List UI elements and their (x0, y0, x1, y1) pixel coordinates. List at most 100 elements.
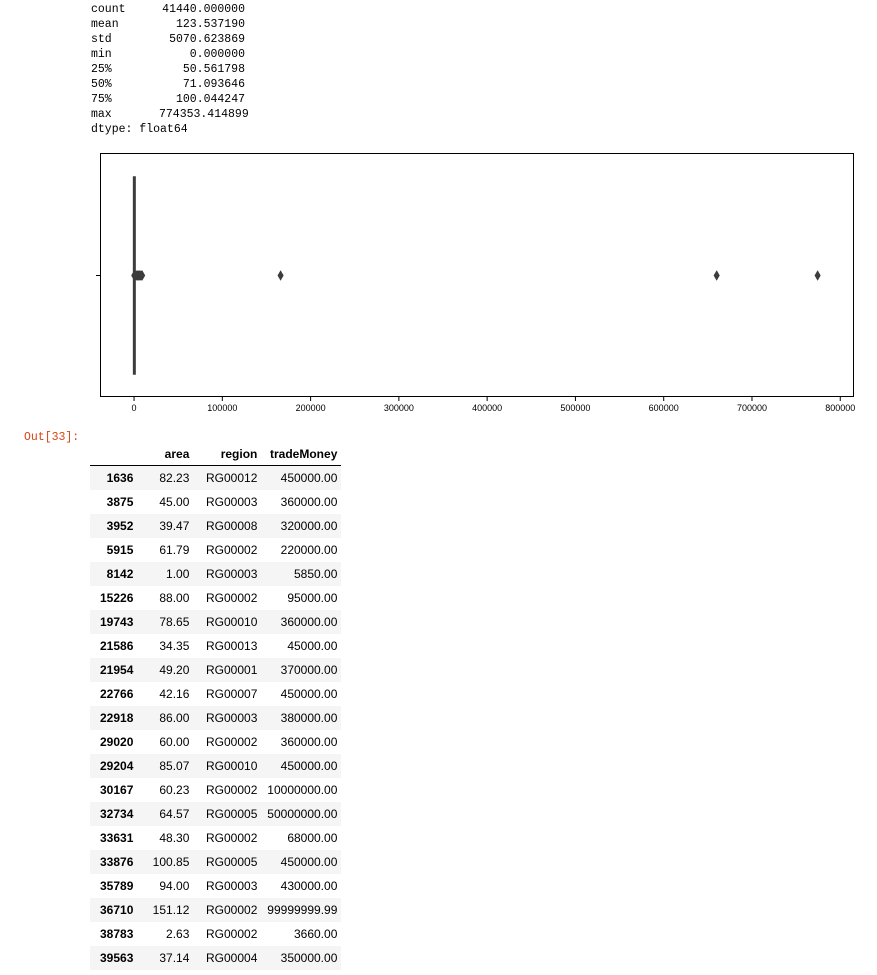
cell-region: RG00002 (206, 735, 258, 749)
row-index: 22766 (100, 687, 134, 701)
describe-stat-name: count (91, 3, 126, 16)
describe-stat-name: mean (91, 18, 119, 31)
cell-area: 88.00 (159, 591, 190, 605)
dataframe-table: area region tradeMoney 1636 82.23 RG00012 4… (90, 442, 342, 970)
cell-trademoney: 360000.00 (280, 495, 338, 509)
cell-area: 82.23 (159, 471, 190, 485)
cell-region: RG00002 (206, 831, 258, 845)
table-row: 3875 45.00 RG00003 360000.00 (90, 490, 341, 514)
table-row: 19743 78.65 RG00010 360000.00 (90, 610, 342, 634)
cell-region: RG00002 (206, 591, 258, 605)
cell-trademoney: 370000.00 (280, 663, 338, 677)
plot-frame (100, 153, 854, 397)
describe-stat-name: std (91, 33, 112, 46)
cell-area: 86.00 (159, 711, 190, 725)
cell-area: 151.12 (152, 903, 190, 917)
table-row: 21954 49.20 RG00001 370000.00 (90, 658, 342, 682)
table-row: 35789 94.00 RG00003 430000.00 (90, 874, 341, 898)
cell-region: RG00010 (206, 759, 258, 773)
cell-area: 42.16 (159, 687, 190, 701)
boxplot-chart: 0 100000 200000 300000 400000 500000 600000 700… (96, 153, 855, 413)
cell-area: 94.00 (159, 879, 190, 893)
x-tick-label: 500000 (560, 403, 590, 413)
table-row: 22766 42.16 RG00007 450000.00 (90, 682, 341, 706)
outlier-point (814, 270, 821, 281)
cell-trademoney: 320000.00 (280, 519, 338, 533)
describe-rows: count 41440.000000 mean 123.537190 std 5070.6… (91, 2, 249, 122)
describe-stat-name: 75% (91, 93, 112, 106)
row-index: 8142 (106, 567, 134, 581)
plot-marks (131, 176, 821, 375)
cell-area: 78.65 (159, 615, 190, 629)
cell-trademoney: 5850.00 (293, 567, 338, 581)
row-index: 38783 (100, 927, 134, 941)
cell-region: RG00007 (206, 687, 258, 701)
cell-area: 48.30 (159, 831, 190, 845)
cell-trademoney: 45000.00 (287, 639, 338, 653)
row-index: 22918 (100, 711, 134, 725)
cell-region: RG00013 (206, 639, 258, 653)
cell-trademoney: 430000.00 (280, 879, 338, 893)
table-header-row: area region tradeMoney (90, 442, 342, 466)
x-tick-label: 0 (132, 403, 137, 413)
outlier-point (713, 270, 720, 281)
cell-area: 49.20 (159, 663, 190, 677)
column-header-area: area (137, 442, 194, 466)
describe-stat-value: 774353.414899 (159, 108, 249, 121)
x-tick-label: 800000 (825, 403, 855, 413)
row-index: 5915 (106, 543, 134, 557)
describe-stat-name: min (91, 48, 112, 61)
row-index: 21954 (100, 663, 134, 677)
table-row: 33631 48.30 RG00002 68000.00 (90, 826, 341, 850)
cell-region: RG00005 (206, 807, 258, 821)
cell-trademoney: 450000.00 (280, 687, 338, 701)
table-row: 8142 1.00 RG00003 5850.00 (90, 562, 342, 586)
table-row: 36710 151.12 RG00002 99999999.99 (90, 898, 342, 922)
cell-area: 100.85 (152, 855, 190, 869)
cell-region: RG00003 (206, 495, 258, 509)
row-index: 33631 (100, 831, 134, 845)
x-tick-label: 600000 (649, 403, 679, 413)
output-prompt: Out[33]: (24, 431, 80, 444)
row-index: 29204 (100, 759, 134, 773)
cell-area: 37.14 (159, 951, 190, 965)
table-row: 29204 85.07 RG00010 450000.00 (90, 754, 342, 778)
table-row: 33876 100.85 RG00005 450000.00 (90, 850, 342, 874)
cell-area: 61.79 (159, 543, 190, 557)
cell-trademoney: 360000.00 (280, 735, 338, 749)
table-row: 29020 60.00 RG00002 360000.00 (90, 730, 341, 754)
describe-stat-value: 5070.623869 (169, 33, 245, 46)
row-index: 29020 (100, 735, 134, 749)
cell-region: RG00008 (206, 519, 258, 533)
table-body: 1636 82.23 RG00012 450000.00 3875 45.00 RG0000… (90, 465, 342, 970)
table-row: 1636 82.23 RG00012 450000.00 (90, 465, 342, 490)
cell-region: RG00003 (206, 567, 258, 581)
cell-area: 2.63 (166, 927, 190, 941)
cell-area: 45.00 (159, 495, 190, 509)
outlier-point (277, 270, 284, 281)
table-row: 22918 86.00 RG00003 380000.00 (90, 706, 342, 730)
x-tick-label: 200000 (296, 403, 326, 413)
cell-region: RG00005 (206, 855, 258, 869)
describe-row: 25% 50.561798 (91, 62, 245, 77)
row-index: 30167 (100, 783, 134, 797)
describe-row: min 0.000000 (91, 47, 245, 62)
describe-stat-name: 25% (91, 63, 112, 76)
row-index: 36710 (100, 903, 134, 917)
describe-row: count 41440.000000 (91, 2, 245, 17)
x-tick-label: 300000 (384, 403, 414, 413)
table-row: 5915 61.79 RG00002 220000.00 (90, 538, 341, 562)
describe-row: mean 123.537190 (91, 17, 245, 32)
cell-area: 60.00 (159, 735, 190, 749)
x-axis: 0 100000 200000 300000 400000 500000 600000 700… (132, 397, 855, 413)
row-index: 15226 (100, 591, 134, 605)
cell-trademoney: 380000.00 (280, 711, 338, 725)
row-index: 39563 (100, 951, 134, 965)
cell-region: RG00004 (206, 951, 258, 965)
cell-region: RG00002 (206, 903, 258, 917)
cell-region: RG00012 (206, 471, 258, 485)
cell-trademoney: 95000.00 (287, 591, 338, 605)
cell-trademoney: 450000.00 (280, 471, 338, 485)
row-index: 19743 (100, 615, 134, 629)
cell-trademoney: 3660.00 (293, 927, 338, 941)
